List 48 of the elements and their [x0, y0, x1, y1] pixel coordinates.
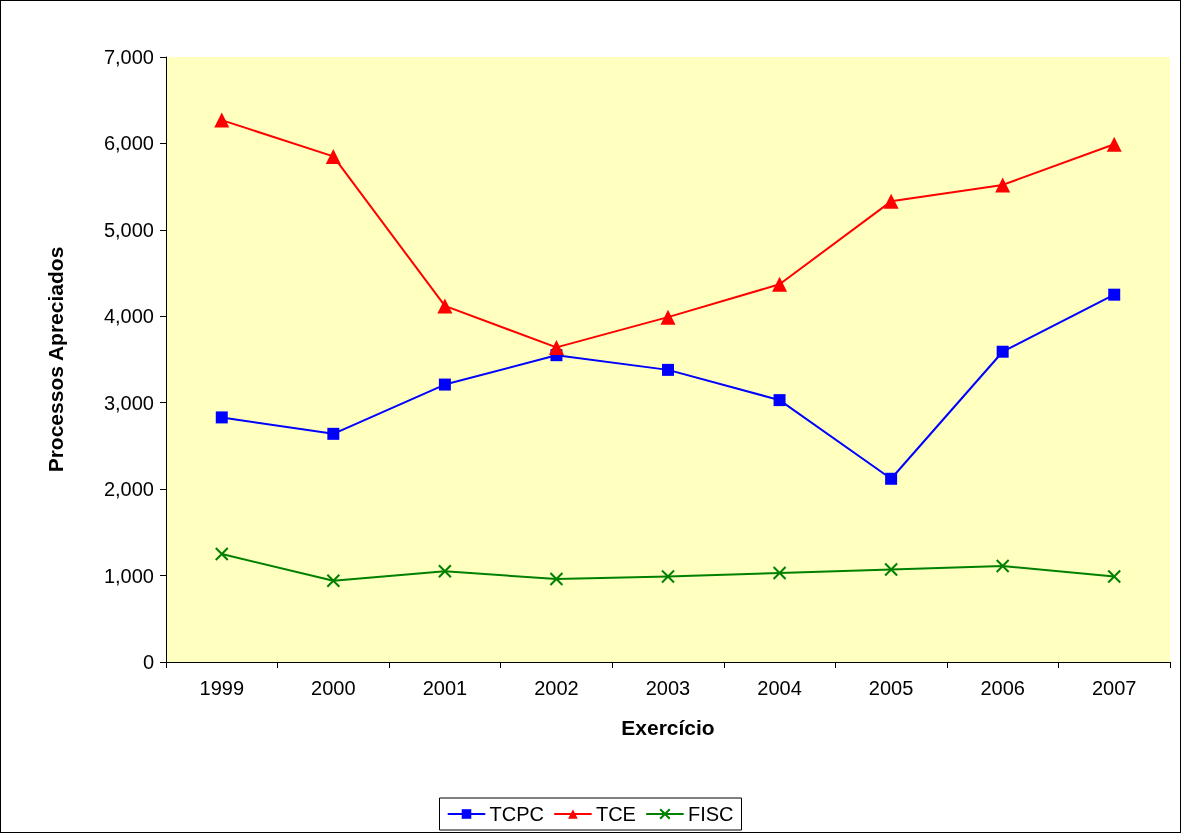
- point: [772, 276, 788, 292]
- x-tick-label: 2000: [311, 677, 356, 699]
- point: [326, 573, 341, 588]
- point: [660, 309, 676, 325]
- point: [772, 565, 787, 580]
- y-tick-label: 2,000: [103, 478, 154, 501]
- x-tick-label: 2007: [1091, 677, 1137, 699]
- x-axis-title: Exercício: [621, 716, 715, 739]
- point: [883, 193, 899, 209]
- y-tick-label: 6,000: [103, 132, 154, 155]
- point: [1108, 288, 1121, 301]
- y-tick-label: 7,000: [103, 46, 154, 68]
- x-tick-label: 1999: [199, 677, 245, 699]
- x-tick-label: 2004: [757, 677, 802, 699]
- point: [438, 378, 451, 391]
- point: [884, 562, 899, 577]
- point: [773, 394, 786, 407]
- legend-label: FISC: [687, 803, 734, 825]
- x-tick-label: 2006: [980, 677, 1025, 699]
- y-tick-label: 5,000: [103, 218, 154, 241]
- y-tick-label: 3,000: [103, 391, 154, 414]
- point: [995, 559, 1010, 574]
- point: [215, 411, 228, 424]
- point: [1107, 569, 1122, 584]
- point: [1106, 136, 1122, 152]
- x-tick-label: 2003: [645, 677, 691, 699]
- point: [549, 572, 564, 587]
- y-tick-label: 1,000: [103, 564, 154, 587]
- point: [885, 472, 898, 485]
- point: [214, 112, 230, 128]
- y-tick-label: 4,000: [103, 305, 154, 328]
- point: [214, 546, 229, 561]
- point: [661, 569, 675, 584]
- y-axis-title: Processos Apreciados: [44, 246, 67, 473]
- legend-label: TCPC: [489, 803, 544, 825]
- point: [995, 177, 1011, 193]
- x-tick-label: 2002: [534, 677, 579, 699]
- x-tick-label: 2001: [422, 677, 468, 699]
- point: [437, 564, 452, 579]
- point: [325, 148, 341, 164]
- y-tick-label: 0: [142, 651, 154, 673]
- x-tick-label: 2005: [868, 677, 914, 699]
- point: [548, 339, 564, 355]
- point: [996, 345, 1009, 358]
- legend-label: TCE: [595, 803, 636, 825]
- point: [437, 298, 453, 314]
- point: [327, 427, 340, 440]
- point: [662, 363, 674, 376]
